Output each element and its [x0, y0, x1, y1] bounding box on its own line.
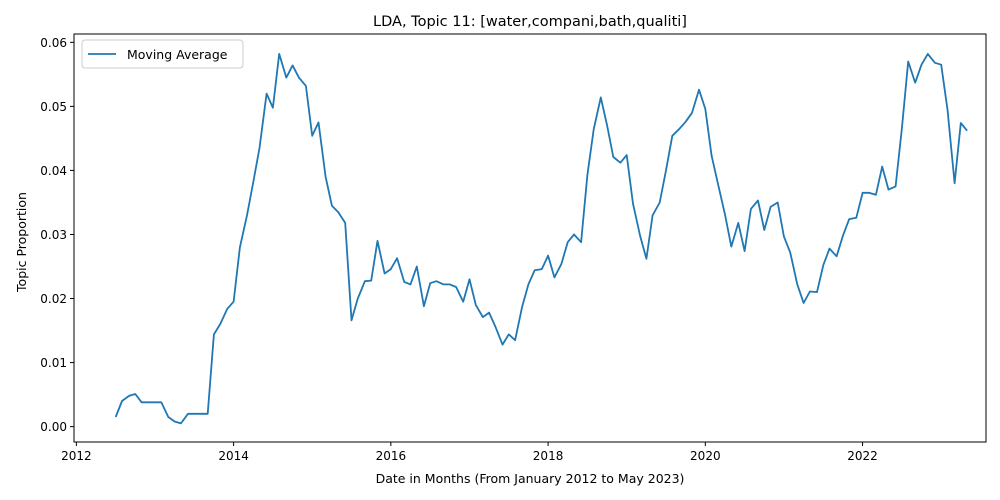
- x-tick-label: 2018: [533, 449, 564, 463]
- x-ticks: 2012 2014 2016 2018 2020 2022: [61, 442, 878, 463]
- legend: Moving Average: [81, 39, 244, 69]
- y-tick-label: 0.01: [40, 356, 67, 370]
- y-tick-label: 0.03: [40, 228, 67, 242]
- x-tick-label: 2022: [847, 449, 878, 463]
- y-tick-label: 0.04: [40, 164, 67, 178]
- legend-label: Moving Average: [127, 47, 228, 62]
- y-tick-label: 0.05: [40, 100, 67, 114]
- series-line: [114, 53, 968, 425]
- y-axis-label: Topic Proportion: [14, 192, 29, 293]
- y-tick-label: 0.00: [40, 420, 67, 434]
- x-tick-label: 2014: [218, 449, 249, 463]
- plot-frame: [73, 33, 987, 443]
- x-tick-label: 2016: [376, 449, 407, 463]
- x-tick-label: 2012: [61, 449, 92, 463]
- y-tick-label: 0.02: [40, 292, 67, 306]
- legend-box: [81, 39, 244, 69]
- chart-title: LDA, Topic 11: [water,compani,bath,quali…: [373, 14, 687, 30]
- series-lines: [114, 53, 968, 425]
- x-axis-label: Date in Months (From January 2012 to May…: [376, 471, 685, 486]
- x-tick-label: 2020: [690, 449, 721, 463]
- y-tick-label: 0.06: [40, 36, 67, 50]
- y-ticks: 0.00 0.01 0.02 0.03 0.04 0.05 0.06: [40, 36, 74, 434]
